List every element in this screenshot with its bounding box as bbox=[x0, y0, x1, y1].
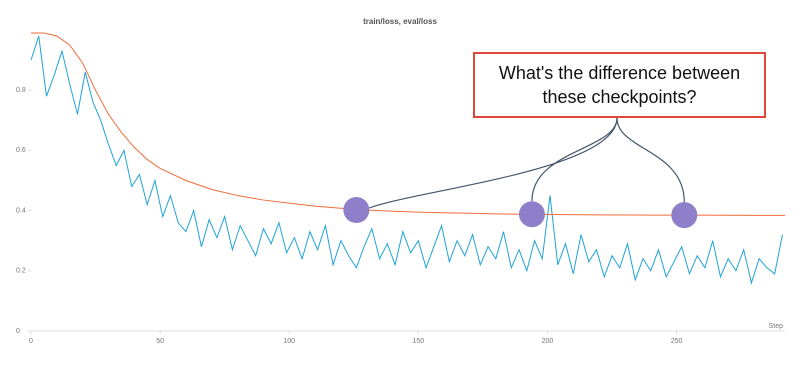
x-tick-label: 150 bbox=[412, 338, 424, 345]
checkpoint bbox=[671, 202, 698, 229]
y-tick-label: 0 bbox=[16, 328, 20, 335]
checkpoint bbox=[343, 196, 370, 223]
connector bbox=[531, 117, 618, 202]
checkpoint bbox=[518, 201, 545, 228]
y-tick-label: 0.8 bbox=[16, 87, 26, 94]
x-tick-label: 100 bbox=[283, 338, 295, 345]
x-tick-label: 200 bbox=[542, 338, 554, 345]
series-line bbox=[30, 35, 783, 285]
connector bbox=[369, 117, 618, 209]
chart-title: train/loss, eval/loss bbox=[363, 17, 437, 26]
x-tick-label: 50 bbox=[156, 338, 164, 345]
series-line bbox=[31, 32, 785, 216]
y-tick-label: 0.6 bbox=[16, 147, 26, 154]
x-tick-label: 0 bbox=[29, 338, 33, 345]
y-tick-label: 0.4 bbox=[16, 207, 26, 214]
x-tick-label: 250 bbox=[671, 338, 683, 345]
connector bbox=[616, 117, 685, 203]
annotation: What's the difference between these chec… bbox=[473, 52, 766, 118]
y-tick-label: 0.2 bbox=[16, 268, 26, 275]
x-axis-label: Step bbox=[769, 323, 784, 330]
